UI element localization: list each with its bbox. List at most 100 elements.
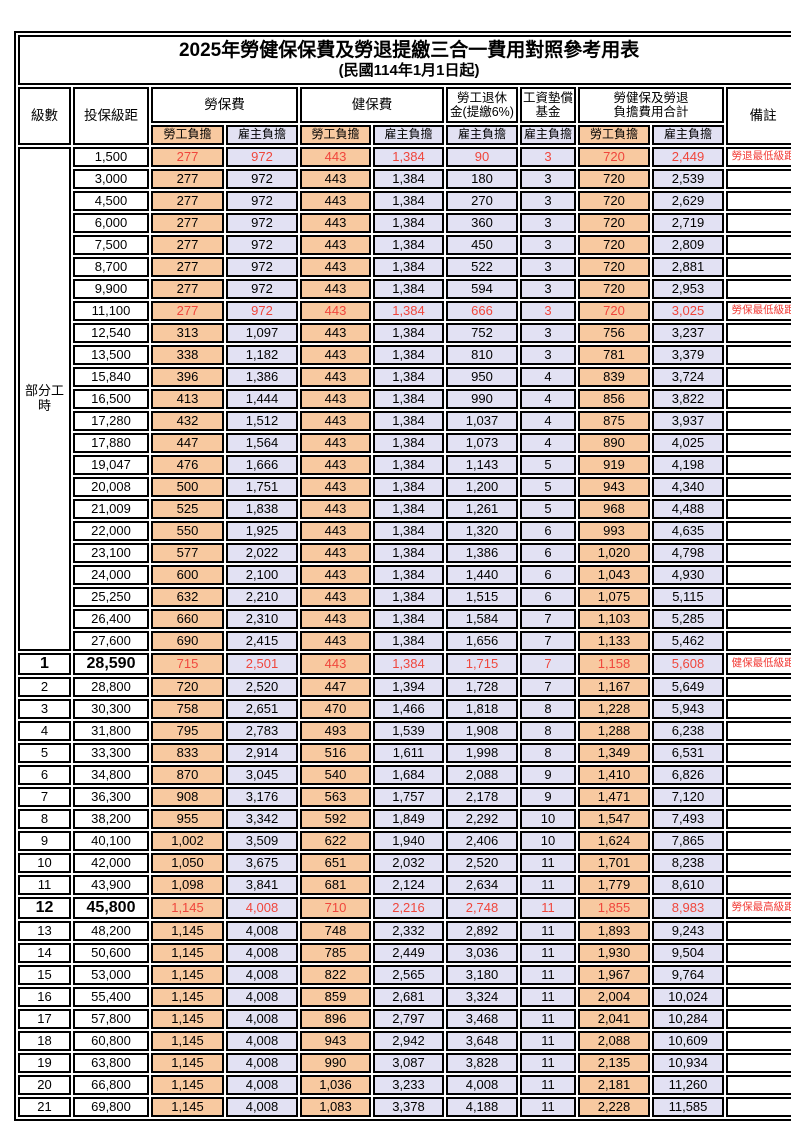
health-ins-employer-cell: 2,565 — [373, 964, 444, 985]
health-ins-employee-cell: 785 — [300, 942, 371, 963]
table-row: 7 36,300 908 3,176 563 1,757 2,178 9 1,4… — [18, 786, 791, 807]
bracket-cell: 7,500 — [73, 235, 149, 255]
total-employer-cell: 9,243 — [652, 920, 724, 941]
remark-cell — [726, 1030, 791, 1051]
labor-ins-employee-cell: 632 — [151, 587, 224, 607]
health-ins-employee-cell: 443 — [300, 565, 371, 585]
total-employee-cell: 1,167 — [578, 676, 650, 697]
table-row: 19,047 476 1,666 443 1,384 1,143 5 919 4… — [18, 455, 791, 475]
wage-fund-employer-cell: 3 — [520, 257, 576, 277]
subheader-total-employee: 勞工負擔 — [578, 125, 650, 145]
table-row: 21,009 525 1,838 443 1,384 1,261 5 968 4… — [18, 499, 791, 519]
health-ins-employee-cell: 516 — [300, 742, 371, 763]
remark-cell — [726, 986, 791, 1007]
pension-employer-cell: 2,088 — [446, 764, 518, 785]
labor-ins-employer-cell: 972 — [226, 213, 298, 233]
health-ins-employer-cell: 3,087 — [373, 1052, 444, 1073]
total-employer-cell: 3,724 — [652, 367, 724, 387]
health-ins-employee-cell: 493 — [300, 720, 371, 741]
labor-ins-employee-cell: 277 — [151, 235, 224, 255]
health-ins-employee-cell: 1,036 — [300, 1074, 371, 1095]
health-ins-employee-cell: 563 — [300, 786, 371, 807]
total-employee-cell: 919 — [578, 455, 650, 475]
bracket-cell: 60,800 — [73, 1030, 149, 1051]
labor-ins-employee-cell: 1,145 — [151, 1052, 224, 1073]
labor-ins-employer-cell: 1,182 — [226, 345, 298, 365]
table-row: 18 60,800 1,145 4,008 943 2,942 3,648 11… — [18, 1030, 791, 1051]
labor-ins-employee-cell: 1,145 — [151, 896, 224, 919]
labor-ins-employer-cell: 972 — [226, 301, 298, 321]
labor-ins-employer-cell: 972 — [226, 147, 298, 167]
remark-cell — [726, 213, 791, 233]
wage-fund-employer-cell: 3 — [520, 345, 576, 365]
health-ins-employer-cell: 3,378 — [373, 1096, 444, 1117]
health-ins-employer-cell: 2,032 — [373, 852, 444, 873]
pension-employer-cell: 752 — [446, 323, 518, 343]
remark-cell — [726, 257, 791, 277]
health-ins-employer-cell: 1,384 — [373, 411, 444, 431]
col-header-remark: 備註 — [726, 87, 791, 145]
health-ins-employee-cell: 651 — [300, 852, 371, 873]
bracket-cell: 12,540 — [73, 323, 149, 343]
remark-cell — [726, 830, 791, 851]
labor-ins-employer-cell: 2,783 — [226, 720, 298, 741]
col-header-wage-fund: 工資墊償 基金 — [520, 87, 576, 123]
bracket-cell: 4,500 — [73, 191, 149, 211]
level-cell: 17 — [18, 1008, 71, 1029]
health-ins-employer-cell: 1,384 — [373, 367, 444, 387]
health-ins-employee-cell: 443 — [300, 609, 371, 629]
total-employer-cell: 6,531 — [652, 742, 724, 763]
wage-fund-employer-cell: 4 — [520, 389, 576, 409]
subheader-health-employee: 勞工負擔 — [300, 125, 371, 145]
table-row: 2 28,800 720 2,520 447 1,394 1,728 7 1,1… — [18, 676, 791, 697]
total-employee-cell: 2,088 — [578, 1030, 650, 1051]
table-row: 13,500 338 1,182 443 1,384 810 3 781 3,3… — [18, 345, 791, 365]
health-ins-employer-cell: 3,233 — [373, 1074, 444, 1095]
wage-fund-employer-cell: 11 — [520, 986, 576, 1007]
wage-fund-employer-cell: 3 — [520, 301, 576, 321]
level-cell: 2 — [18, 676, 71, 697]
labor-ins-employee-cell: 715 — [151, 653, 224, 675]
total-employer-cell: 2,809 — [652, 235, 724, 255]
bracket-cell: 13,500 — [73, 345, 149, 365]
bracket-cell: 42,000 — [73, 852, 149, 873]
labor-ins-employer-cell: 4,008 — [226, 896, 298, 919]
pension-employer-cell: 270 — [446, 191, 518, 211]
total-employee-cell: 1,547 — [578, 808, 650, 829]
total-employee-cell: 1,075 — [578, 587, 650, 607]
total-employee-cell: 1,043 — [578, 565, 650, 585]
remark-cell — [726, 1074, 791, 1095]
labor-ins-employee-cell: 413 — [151, 389, 224, 409]
total-employer-cell: 5,462 — [652, 631, 724, 651]
total-employer-cell: 2,449 — [652, 147, 724, 167]
health-ins-employee-cell: 443 — [300, 213, 371, 233]
health-ins-employer-cell: 1,384 — [373, 499, 444, 519]
table-row: 6 34,800 870 3,045 540 1,684 2,088 9 1,4… — [18, 764, 791, 785]
labor-ins-employee-cell: 690 — [151, 631, 224, 651]
wage-fund-employer-cell: 9 — [520, 786, 576, 807]
health-ins-employee-cell: 443 — [300, 587, 371, 607]
total-employee-cell: 2,004 — [578, 986, 650, 1007]
table-row: 15 53,000 1,145 4,008 822 2,565 3,180 11… — [18, 964, 791, 985]
table-row: 19 63,800 1,145 4,008 990 3,087 3,828 11… — [18, 1052, 791, 1073]
table-row: 1 28,590 715 2,501 443 1,384 1,715 7 1,1… — [18, 653, 791, 675]
pension-employer-cell: 2,748 — [446, 896, 518, 919]
bracket-cell: 17,880 — [73, 433, 149, 453]
bracket-cell: 43,900 — [73, 874, 149, 895]
remark-cell — [726, 433, 791, 453]
labor-ins-employer-cell: 4,008 — [226, 1052, 298, 1073]
labor-ins-employee-cell: 1,145 — [151, 964, 224, 985]
health-ins-employer-cell: 2,681 — [373, 986, 444, 1007]
bracket-cell: 15,840 — [73, 367, 149, 387]
health-ins-employee-cell: 990 — [300, 1052, 371, 1073]
total-employee-cell: 720 — [578, 169, 650, 189]
pension-employer-cell: 3,180 — [446, 964, 518, 985]
pension-employer-cell: 3,468 — [446, 1008, 518, 1029]
labor-ins-employee-cell: 1,145 — [151, 1074, 224, 1095]
pension-employer-cell: 450 — [446, 235, 518, 255]
health-ins-employer-cell: 1,539 — [373, 720, 444, 741]
labor-ins-employer-cell: 4,008 — [226, 964, 298, 985]
remark-cell — [726, 499, 791, 519]
total-employee-cell: 1,133 — [578, 631, 650, 651]
labor-ins-employee-cell: 277 — [151, 279, 224, 299]
